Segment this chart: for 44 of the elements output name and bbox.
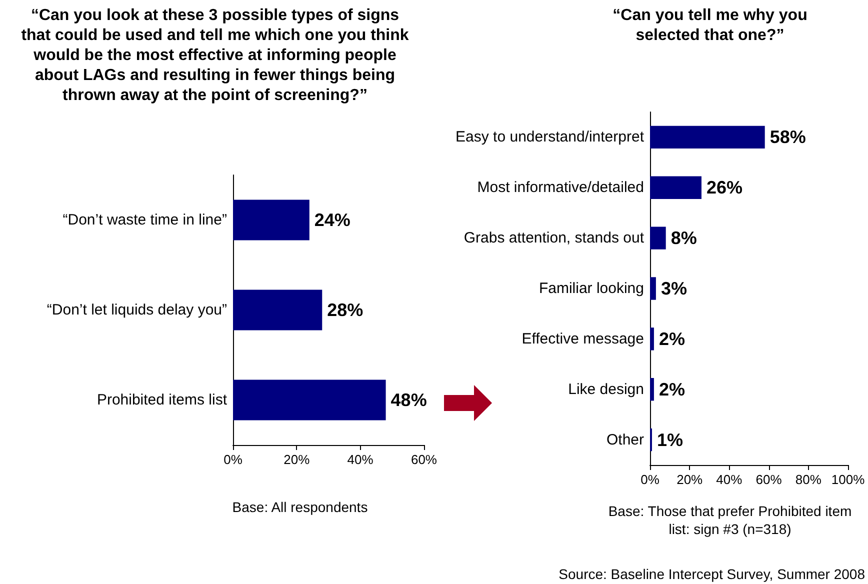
- x-tick-label: 20%: [676, 472, 704, 487]
- y-tick-label: “Don’t waste time in line”: [62, 212, 227, 228]
- bar: [650, 126, 765, 149]
- bar: [233, 380, 386, 420]
- y-tick-label: Grabs attention, stands out: [464, 230, 645, 247]
- y-tick-label: Other: [606, 431, 644, 448]
- data-label: 8%: [670, 228, 697, 248]
- chart-title: “Can you look at these 3 possible types of signs that could be used and tell me which one you think would be the most effective at informing people about LAGs and resulting in fewer things being thrown away at the point of screening?”: [20, 6, 410, 106]
- data-label: 58%: [770, 127, 806, 148]
- x-tick-label: 80%: [795, 472, 822, 487]
- bar: [650, 378, 654, 401]
- bar: [233, 200, 310, 240]
- source-note: Source: Baseline Intercept Survey, Summer 2008: [558, 565, 865, 583]
- bar: [650, 277, 656, 300]
- y-tick-label: Familiar looking: [538, 280, 644, 297]
- y-tick-label: Effective message: [522, 330, 644, 348]
- data-label: 28%: [327, 300, 364, 320]
- data-label: 3%: [660, 278, 687, 298]
- data-label: 2%: [658, 328, 685, 349]
- data-label: 26%: [706, 178, 743, 198]
- x-tick-label: 60%: [410, 452, 438, 467]
- text: Base: All respondents: [231, 498, 369, 516]
- x-tick-label: 100%: [831, 472, 866, 487]
- x-tick-label: 60%: [756, 472, 782, 487]
- bar: [233, 290, 322, 330]
- x-tick-label: 0%: [640, 472, 660, 487]
- x-tick-label: 0%: [224, 452, 243, 467]
- data-label: 2%: [658, 379, 685, 400]
- x-tick-label: 40%: [716, 472, 743, 487]
- y-tick-label: Easy to understand/interpret: [456, 128, 645, 146]
- y-tick-label: “Don’t let liquids delay you”: [46, 302, 227, 318]
- bar: [650, 176, 702, 199]
- chart-title: “Can you tell me why you selected that one?”: [612, 6, 808, 46]
- y-tick-label: Like design: [568, 380, 644, 398]
- x-tick-label: 20%: [284, 452, 310, 467]
- data-label: 48%: [390, 390, 427, 410]
- bar: [650, 328, 654, 350]
- x-tick-label: 40%: [347, 452, 374, 467]
- data-label: 1%: [656, 430, 683, 450]
- text: Base: Those that prefer Prohibited item list: sign #3 (n=318): [607, 502, 853, 538]
- bar: [650, 226, 666, 250]
- data-label: 24%: [314, 210, 350, 230]
- y-tick-label: Most informative/detailed: [477, 179, 644, 196]
- y-tick-label: Prohibited items list: [96, 392, 228, 408]
